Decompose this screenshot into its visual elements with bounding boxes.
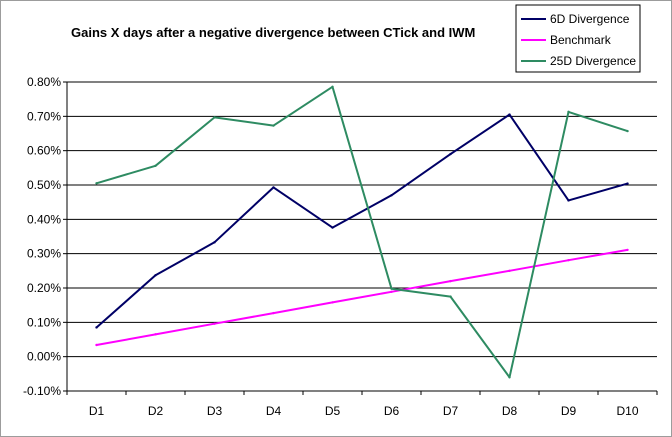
- data-point-benchmark: [508, 269, 511, 273]
- x-tick-label: D9: [561, 404, 577, 418]
- data-point-6d-divergence: [567, 199, 570, 202]
- data-point-25d-divergence: [390, 287, 393, 290]
- x-tick-label: D8: [502, 404, 518, 418]
- legend: 6D Divergence Benchmark 25D Divergence: [515, 4, 641, 73]
- data-point-6d-divergence: [213, 241, 216, 244]
- x-tick-label: D4: [266, 404, 282, 418]
- chart-title: Gains X days after a negative divergence…: [71, 25, 475, 40]
- x-tick-label: D2: [148, 404, 164, 418]
- data-point-benchmark: [331, 301, 334, 304]
- x-tick-label: D10: [616, 404, 638, 418]
- data-point-benchmark: [213, 322, 216, 325]
- data-point-25d-divergence: [95, 182, 98, 185]
- data-point-6d-divergence: [154, 274, 157, 277]
- data-point-25d-divergence: [567, 110, 570, 114]
- y-tick-label: 0.10%: [27, 315, 61, 329]
- data-point-6d-divergence: [331, 226, 334, 229]
- y-tick-label: -0.10%: [23, 384, 61, 398]
- data-point-benchmark: [272, 311, 275, 315]
- data-point-benchmark: [449, 279, 452, 283]
- series-lines: [95, 85, 629, 379]
- data-point-benchmark: [154, 333, 157, 336]
- data-point-benchmark: [390, 290, 393, 293]
- x-tick-label: D6: [384, 404, 400, 418]
- data-point-6d-divergence: [390, 194, 393, 197]
- data-point-benchmark: [567, 258, 570, 262]
- y-tick-label: 0.70%: [27, 109, 61, 123]
- series-line-25d-divergence: [96, 85, 628, 379]
- x-tick-label: D7: [443, 404, 459, 418]
- legend-label: 6D Divergence: [550, 12, 630, 26]
- y-tick-label: 0.00%: [27, 350, 61, 364]
- data-point-6d-divergence: [272, 186, 275, 189]
- y-tick-label: 0.50%: [27, 178, 61, 192]
- axes: -0.10% 0.00% 0.10% 0.20% 0.30% 0.40% 0.50% 0.60…: [23, 75, 658, 418]
- legend-label: 25D Divergence: [550, 54, 636, 68]
- grid-lines: [67, 81, 657, 358]
- y-tick-label: 0.60%: [27, 144, 61, 158]
- data-point-6d-divergence: [449, 152, 452, 156]
- x-tick-label: D3: [207, 404, 223, 418]
- data-point-benchmark: [626, 248, 629, 252]
- y-tick-label: 0.40%: [27, 212, 61, 226]
- data-point-6d-divergence: [95, 326, 98, 329]
- data-point-25d-divergence: [154, 164, 157, 167]
- data-point-25d-divergence: [213, 116, 216, 119]
- x-tick-label: D1: [89, 404, 105, 418]
- data-point-25d-divergence: [508, 376, 511, 379]
- x-tick-label: D5: [325, 404, 341, 418]
- series-line-6d-divergence: [95, 113, 628, 329]
- y-tick-label: 0.80%: [27, 75, 61, 89]
- data-point-benchmark: [95, 343, 98, 347]
- series-line-benchmark: [96, 248, 628, 346]
- data-point-25d-divergence: [272, 124, 275, 127]
- data-point-25d-divergence: [449, 295, 452, 298]
- data-point-25d-divergence: [626, 129, 629, 133]
- y-tick-label: 0.30%: [27, 247, 61, 261]
- legend-label: Benchmark: [550, 33, 612, 47]
- y-tick-label: 0.20%: [27, 281, 61, 295]
- data-point-6d-divergence: [626, 182, 629, 185]
- data-point-6d-divergence: [508, 113, 511, 116]
- data-point-25d-divergence: [331, 85, 334, 89]
